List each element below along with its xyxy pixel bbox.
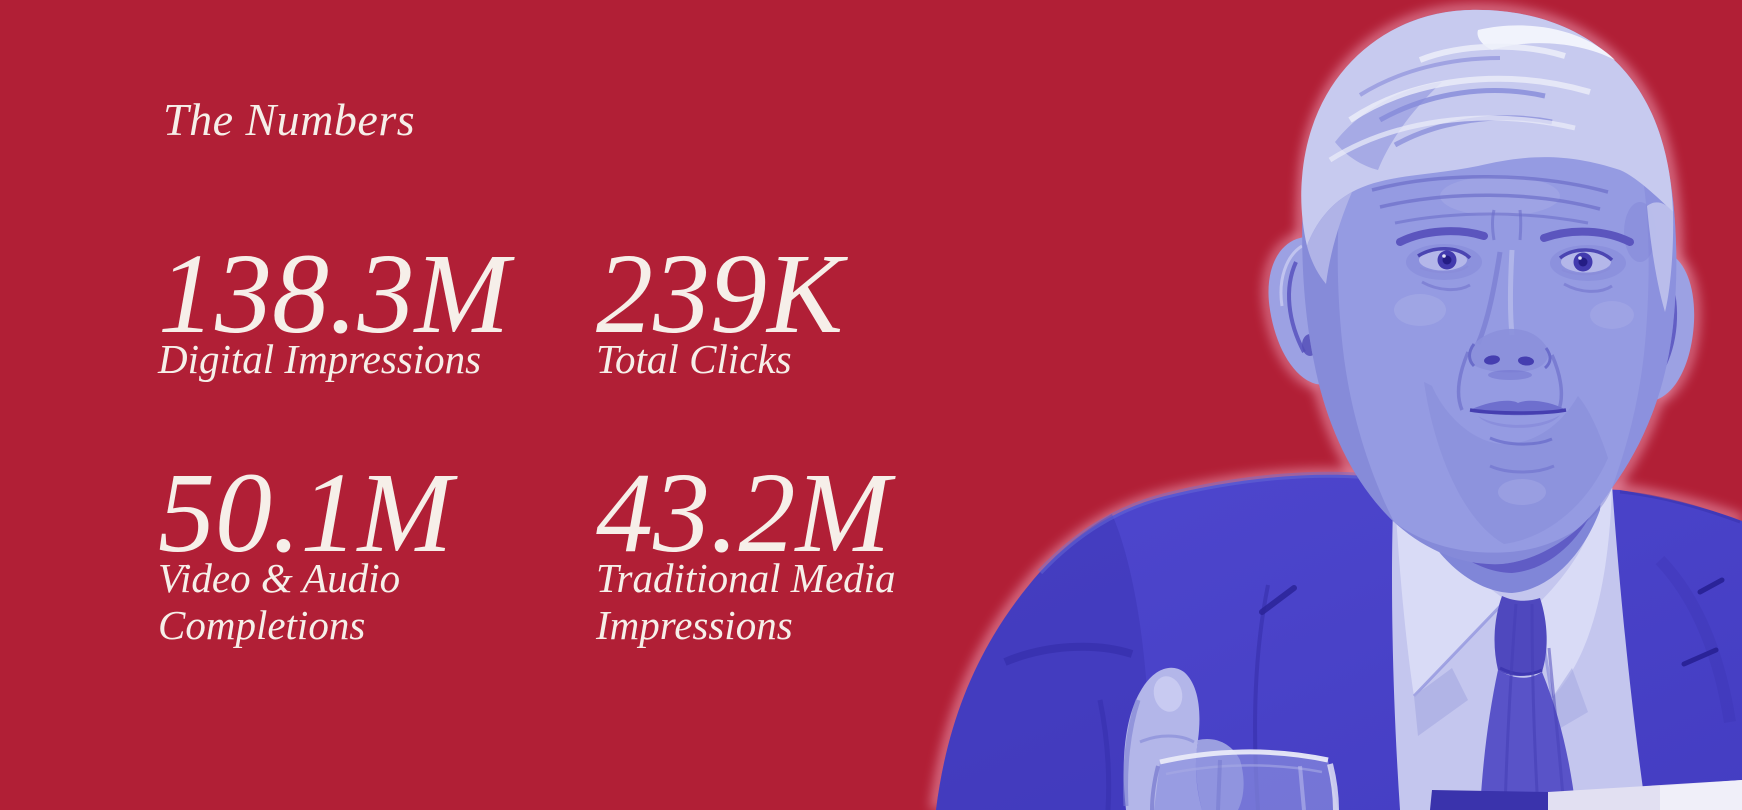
- stat-value: 239K: [596, 230, 844, 357]
- tie: [1480, 596, 1576, 810]
- stat-label: Traditional Media Impressions: [596, 555, 896, 648]
- hair: [1301, 9, 1674, 312]
- stat-traditional-media-impressions: 43.2M Traditional Media Impressions: [596, 449, 896, 649]
- table-items: [1430, 780, 1742, 810]
- page-title: The Numbers: [163, 94, 416, 145]
- stat-value: 50.1M: [158, 449, 453, 576]
- dark-box: [1430, 790, 1548, 810]
- stat-label: Digital Impressions: [158, 336, 482, 382]
- stat-value: 138.3M: [158, 230, 510, 357]
- stat-label: Total Clicks: [596, 336, 792, 382]
- water-glass: [1150, 749, 1339, 810]
- stat-value: 43.2M: [596, 449, 891, 576]
- stat-total-clicks: 239K Total Clicks: [596, 230, 844, 383]
- stat-digital-impressions: 138.3M Digital Impressions: [158, 230, 510, 383]
- stat-video-audio-completions: 50.1M Video & Audio Completions: [158, 449, 453, 649]
- stat-label: Video & Audio Completions: [158, 555, 401, 648]
